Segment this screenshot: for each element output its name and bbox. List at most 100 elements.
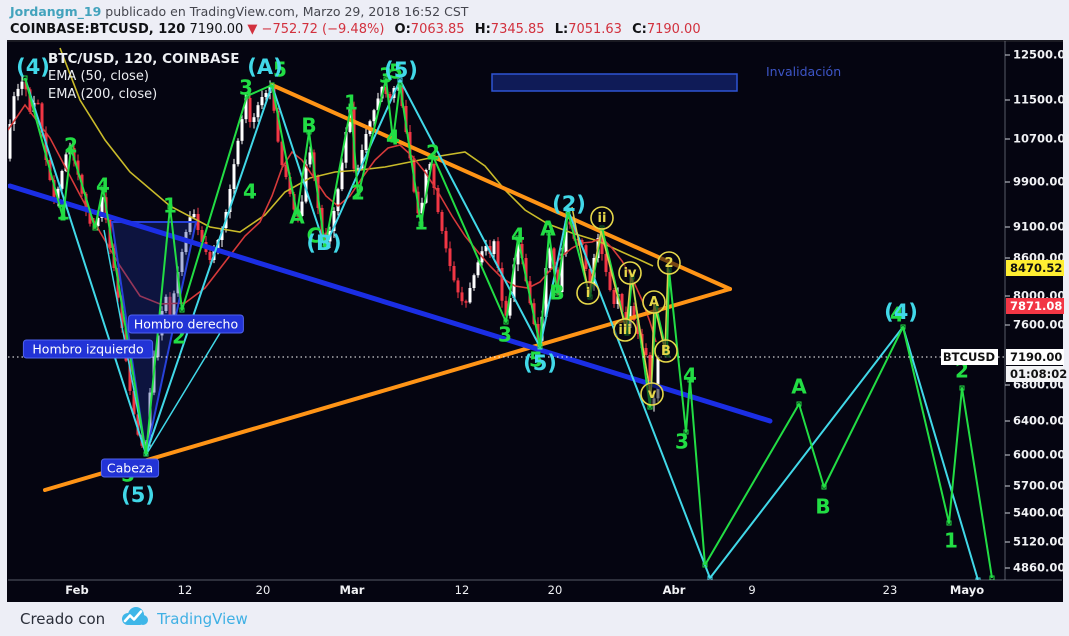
wave-label[interactable]: 1 xyxy=(414,211,428,235)
price-axis-label: 6000.00 xyxy=(1013,448,1065,462)
wave-label[interactable]: 2 xyxy=(426,141,440,165)
wave-label[interactable]: 2 xyxy=(64,134,78,158)
candle-body xyxy=(560,253,564,292)
wave-label[interactable]: 4 xyxy=(511,224,525,248)
wave-label[interactable]: 3 xyxy=(379,64,393,88)
wave-label[interactable]: 5 xyxy=(529,348,543,372)
circled-wave-marker[interactable] xyxy=(613,318,637,342)
zigzag-vertex-marker xyxy=(92,225,98,231)
wave-label[interactable]: (A) xyxy=(247,55,282,79)
wave-label[interactable]: 1 xyxy=(944,529,958,553)
wave-label[interactable]: B xyxy=(815,495,830,519)
wave-label[interactable]: 1 xyxy=(163,194,177,218)
circled-wave-marker[interactable] xyxy=(590,206,614,230)
candle-body xyxy=(332,211,336,231)
tradingview-logo-icon[interactable] xyxy=(119,606,149,632)
wave-label[interactable]: (2) xyxy=(552,192,586,216)
wave-label[interactable]: 2 xyxy=(351,181,365,205)
circled-wave-label: B xyxy=(661,344,671,359)
blue-downtrend-line[interactable] xyxy=(8,183,773,424)
candle-body xyxy=(444,231,448,249)
circled-wave-marker[interactable] xyxy=(654,339,678,363)
circled-wave-marker[interactable] xyxy=(576,281,600,305)
candle-body xyxy=(180,252,184,272)
username-link[interactable]: Jordangm_19 xyxy=(10,4,102,19)
zigzag-vertex-marker xyxy=(546,230,552,236)
wave-label[interactable]: (5) xyxy=(384,58,418,82)
candle-body xyxy=(76,160,80,175)
invalidation-label[interactable]: Invalidación xyxy=(766,64,842,79)
head-shoulders-shape[interactable] xyxy=(110,221,198,456)
symbol-name[interactable]: COINBASE:BTCUSD, 120 xyxy=(10,22,186,37)
candle-body xyxy=(376,98,380,111)
tradingview-link[interactable]: TradingView xyxy=(157,610,248,628)
wave-label[interactable]: 5 xyxy=(273,58,287,82)
candle-body xyxy=(84,193,88,212)
pattern-badge[interactable] xyxy=(22,339,154,359)
zigzag-vertex-marker xyxy=(397,82,403,88)
zigzag-vertex-marker xyxy=(167,204,173,210)
circled-wave-marker[interactable] xyxy=(642,290,666,314)
candle-body xyxy=(608,272,612,290)
wave-label[interactable]: A xyxy=(791,375,807,399)
wave-label[interactable]: 4 xyxy=(683,364,697,388)
wave-label[interactable]: 3 xyxy=(675,430,689,454)
wave-label[interactable]: 3 xyxy=(498,323,512,347)
cyan-main-zigzag[interactable] xyxy=(24,77,979,580)
circled-wave-marker[interactable] xyxy=(640,382,664,406)
wave-label[interactable]: (4) xyxy=(884,300,918,324)
green-left-zigzag[interactable] xyxy=(24,77,273,455)
candle-body xyxy=(96,218,100,226)
candle-body xyxy=(452,266,456,281)
wave-label[interactable]: 3 xyxy=(239,76,253,100)
legend-symbol[interactable]: BTC/USD, 120, COINBASE xyxy=(48,51,240,67)
pattern-badge[interactable] xyxy=(128,314,244,334)
wave-label[interactable]: 4 xyxy=(243,180,257,204)
legend-ema200[interactable]: EMA (200, close) xyxy=(48,87,158,102)
wave-label[interactable]: 4 xyxy=(386,126,400,150)
wave-label[interactable]: B xyxy=(301,114,316,138)
candle-body xyxy=(240,119,244,141)
wave-label[interactable]: 1 xyxy=(344,91,358,115)
price-axis-label: 6400.00 xyxy=(1013,414,1065,428)
candle-body xyxy=(604,254,608,272)
invalidation-zone-rect[interactable] xyxy=(491,73,738,92)
candle-body xyxy=(248,98,252,122)
wave-label[interactable]: 4 xyxy=(890,303,904,327)
legend-ema50[interactable]: EMA (50, close) xyxy=(48,69,149,84)
price-axis-label: 7600.00 xyxy=(1013,318,1065,332)
price-axis-badge-label: 7190.00 xyxy=(1010,350,1062,364)
wave-label[interactable]: 1 xyxy=(56,201,70,225)
last-price: 7190.00 xyxy=(189,22,244,37)
wave-label[interactable]: B xyxy=(549,281,564,305)
published-text: publicado en TradingView.com, Marzo 29, … xyxy=(105,4,469,19)
candle-body xyxy=(88,211,92,224)
zigzag-vertex-marker xyxy=(383,76,389,82)
pattern-badge[interactable] xyxy=(100,458,160,478)
candle-body xyxy=(544,268,548,317)
candle-body xyxy=(516,244,520,265)
lower-orange-trendline[interactable] xyxy=(43,287,732,492)
wave-label[interactable]: 4 xyxy=(96,174,110,198)
wave-label[interactable]: (4) xyxy=(16,55,50,79)
zigzag-vertex-marker xyxy=(900,324,906,330)
candle-body xyxy=(432,164,436,188)
zigzag-vertex-marker xyxy=(821,484,827,490)
created-with-text: Creado con xyxy=(20,610,106,628)
wave-label[interactable]: A xyxy=(540,217,556,241)
green-projection[interactable] xyxy=(704,326,993,579)
green-mid-zigzag[interactable] xyxy=(271,78,569,347)
wave-label[interactable]: 5 xyxy=(389,60,403,84)
price-axis-badge xyxy=(1006,260,1064,276)
circled-wave-marker[interactable] xyxy=(618,261,642,285)
wave-label[interactable]: A xyxy=(289,205,305,229)
wave-label[interactable]: (5) xyxy=(523,351,557,375)
wave-label[interactable]: C xyxy=(307,224,322,248)
wave-label[interactable]: (5) xyxy=(121,483,155,507)
circled-wave-marker[interactable] xyxy=(657,251,681,275)
candle-body xyxy=(172,293,176,316)
open-value: 7063.85 xyxy=(410,22,465,37)
wave-label[interactable]: (B) xyxy=(306,231,341,255)
